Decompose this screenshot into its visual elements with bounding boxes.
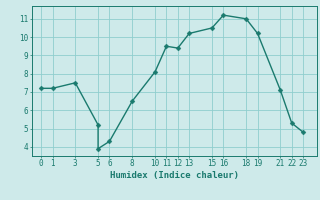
X-axis label: Humidex (Indice chaleur): Humidex (Indice chaleur): [110, 171, 239, 180]
